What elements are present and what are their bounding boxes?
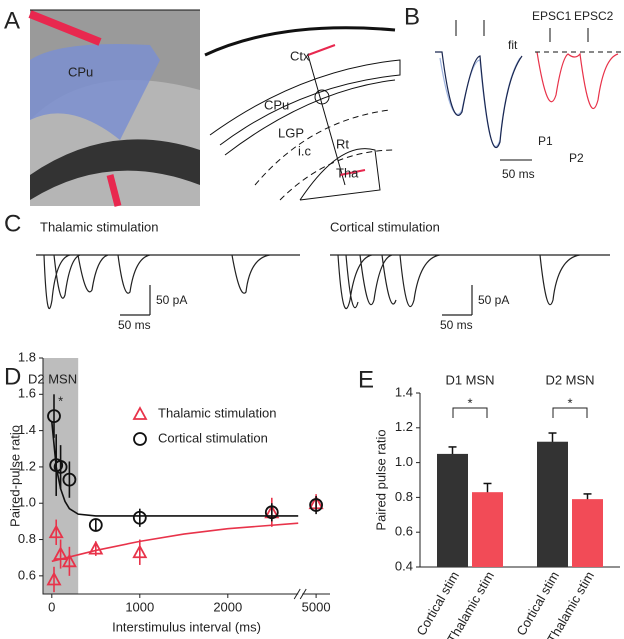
significance-bracket — [552, 407, 588, 418]
x-axis-label: Interstimulus interval (ms) — [112, 619, 261, 634]
bar — [437, 453, 468, 567]
region-label: LGP — [278, 125, 304, 140]
annotation: * — [567, 395, 572, 410]
legend-label: Cortical stimulation — [158, 430, 268, 445]
scale-label: 50 ms — [440, 318, 473, 332]
annotation: * — [58, 393, 63, 408]
marker — [62, 472, 77, 487]
traces — [435, 20, 622, 161]
trace-label: EPSC1 — [532, 9, 572, 23]
legend-marker — [132, 406, 148, 420]
x-tick-label: 0 — [48, 599, 55, 614]
y-tick-label: 1.8 — [18, 349, 36, 364]
x-tick-label: 1000 — [125, 599, 154, 614]
category-label: D2 MSN — [545, 372, 594, 387]
brain-slice — [28, 9, 200, 207]
panel-label: E — [358, 366, 374, 393]
axis — [42, 358, 330, 595]
trace-label: P2 — [569, 151, 584, 165]
marker — [132, 510, 147, 525]
marker — [132, 544, 148, 559]
trace-title: Thalamic stimulation — [40, 219, 159, 234]
scale-label: 50 ms — [118, 318, 151, 332]
y-tick-label: 1.4 — [18, 422, 36, 437]
scale-label: 50 pA — [478, 293, 509, 307]
panel-label: B — [404, 3, 420, 30]
trace-label: fit — [508, 38, 518, 52]
trace-label: EPSC2 — [574, 9, 614, 23]
traces — [36, 254, 610, 316]
region-label: Ctx — [290, 48, 310, 63]
marker — [46, 571, 62, 586]
y-tick-label: 0.8 — [18, 531, 36, 546]
x-tick-label: 2000 — [213, 599, 242, 614]
panel-label: D — [4, 363, 21, 390]
significance-bracket — [452, 407, 488, 418]
y-tick-label: 0.6 — [395, 524, 413, 539]
trace-title: Cortical stimulation — [330, 219, 440, 234]
marker — [88, 518, 103, 532]
trace-label: P1 — [538, 134, 553, 148]
y-tick-label: 0.6 — [18, 567, 36, 582]
region-label: CPu — [68, 64, 93, 79]
fit-line — [51, 421, 299, 517]
scale-label: 50 ms — [502, 167, 535, 181]
marker — [48, 524, 64, 539]
region-label: CPu — [264, 97, 289, 112]
panel-label: A — [4, 7, 20, 34]
legend-label: Thalamic stimulation — [158, 405, 277, 420]
marker — [53, 546, 69, 560]
region-label: i.c — [298, 143, 312, 158]
bar — [572, 499, 603, 567]
y-tick-label: 1.0 — [395, 454, 413, 469]
x-tick-label: 5000 — [302, 599, 331, 614]
y-tick-label: 1.0 — [18, 495, 36, 510]
y-axis-label: Paired pulse ratio — [373, 429, 388, 530]
axis-break — [293, 588, 307, 600]
y-tick-label: 1.4 — [395, 384, 413, 399]
annotation: * — [467, 395, 472, 410]
panel-label: C — [4, 210, 21, 237]
y-tick-label: 0.8 — [395, 489, 413, 504]
region-label: Tha — [336, 165, 359, 180]
charts: 0.6 0.8 1.0 1.2 1.4 1.6 1.8 0 1000 2000 5000 Inters… — [7, 349, 620, 639]
category-label: D1 MSN — [445, 372, 494, 387]
marker — [88, 540, 104, 555]
region-label: Rt — [336, 136, 349, 151]
chart-title: D2 MSN — [28, 371, 77, 386]
fit-line — [51, 522, 299, 563]
scale-label: 50 pA — [156, 293, 187, 307]
y-axis-label: Paired-pulse ratio — [7, 425, 22, 527]
marker — [61, 553, 77, 568]
marker — [53, 460, 68, 474]
bar — [537, 441, 568, 567]
schematic — [204, 26, 401, 201]
legend-marker — [133, 432, 147, 446]
marker — [309, 498, 324, 512]
bar — [472, 492, 503, 567]
y-tick-label: 0.4 — [395, 558, 413, 573]
marker — [47, 409, 61, 423]
marker — [264, 505, 279, 520]
y-tick-label: 1.6 — [18, 386, 36, 401]
y-tick-label: 1.2 — [395, 419, 413, 434]
y-tick-label: 1.2 — [18, 458, 36, 473]
